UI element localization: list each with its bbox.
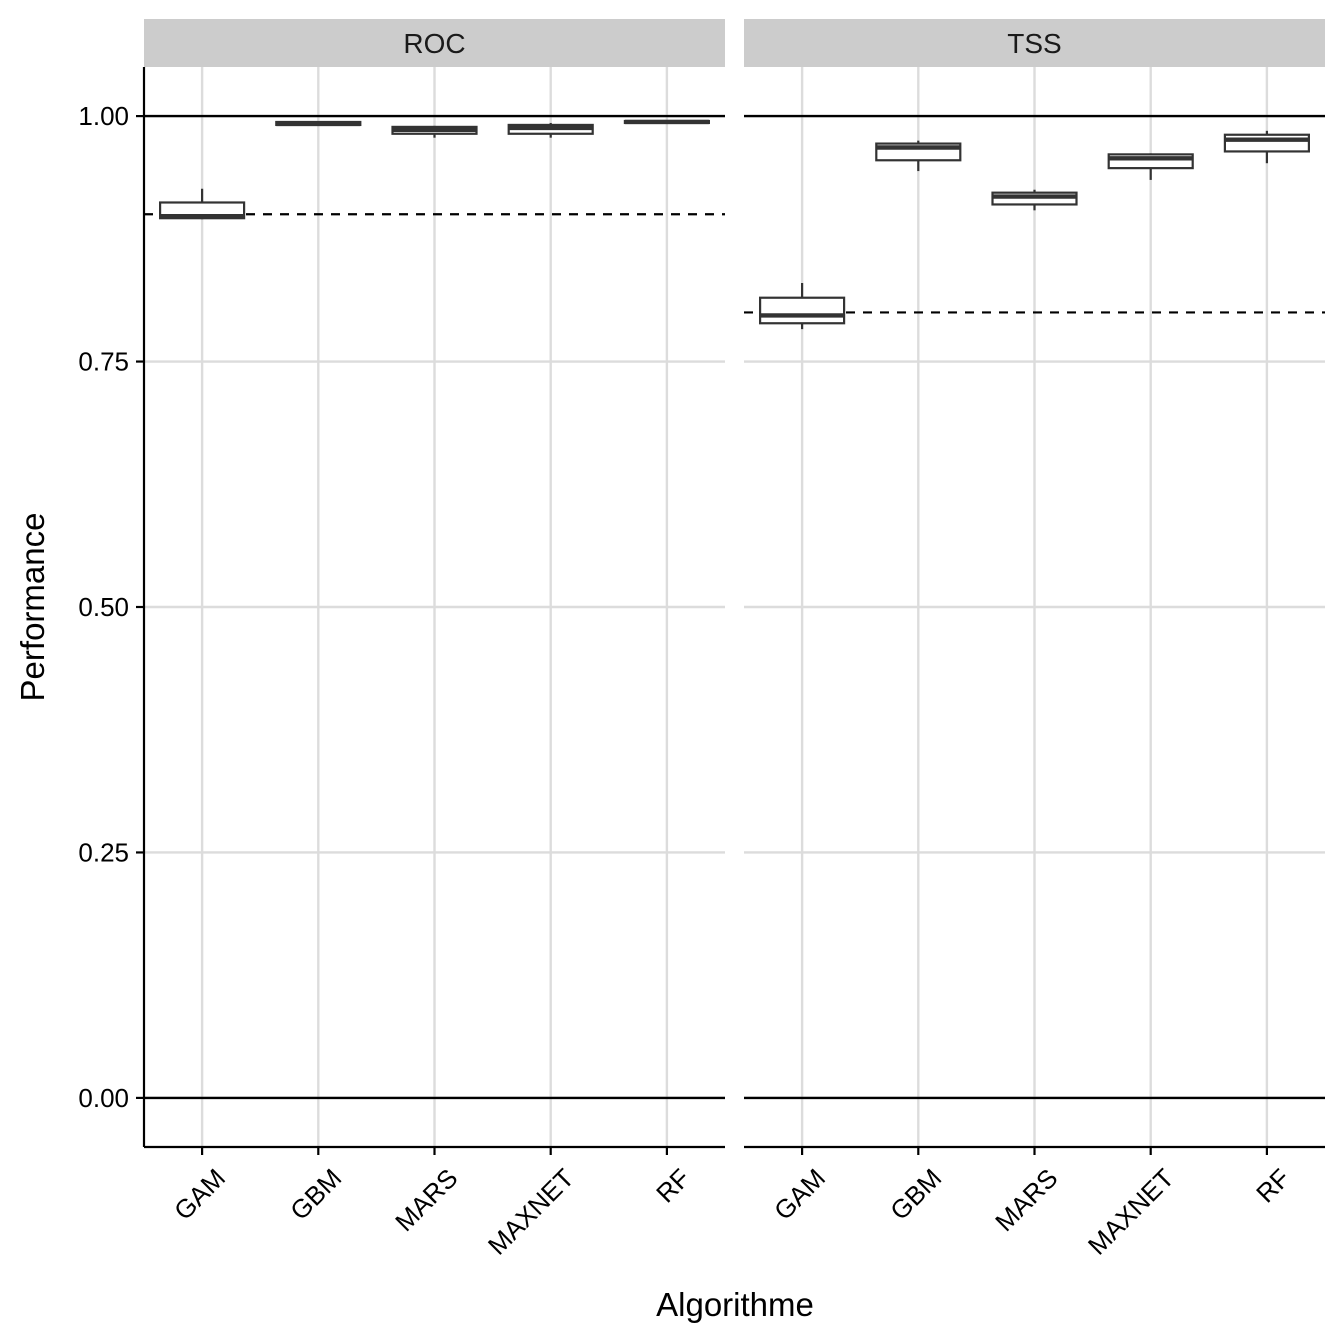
box-iqr bbox=[1223, 133, 1311, 153]
y-tick-label: 0.00 bbox=[78, 1083, 129, 1113]
y-tick-label: 1.00 bbox=[78, 101, 129, 131]
y-tick-label: 0.25 bbox=[78, 837, 129, 867]
y-tick-label: 0.50 bbox=[78, 592, 129, 622]
box-mars bbox=[391, 125, 478, 138]
y-tick-label: 0.75 bbox=[78, 347, 129, 377]
y-axis-title: Performance bbox=[14, 513, 51, 702]
box-rf bbox=[1223, 130, 1311, 164]
box-rf bbox=[623, 119, 711, 125]
box-mars bbox=[991, 189, 1078, 211]
box-gbm bbox=[875, 140, 962, 172]
x-axis-title: Algorithme bbox=[656, 1286, 814, 1323]
facet-strip-label: TSS bbox=[1007, 28, 1061, 59]
facet-strip bbox=[144, 19, 725, 67]
facet-strip-label: ROC bbox=[403, 28, 465, 59]
box-maxnet bbox=[507, 122, 594, 138]
y-axis: 0.00 0.25 0.50 0.75 1.00 bbox=[78, 67, 146, 1147]
box-iqr bbox=[758, 296, 846, 325]
box-gam bbox=[159, 188, 246, 220]
facet-strip bbox=[744, 19, 1325, 67]
box-gbm bbox=[275, 120, 362, 127]
box-maxnet bbox=[1107, 153, 1194, 180]
box-gam bbox=[758, 283, 846, 330]
